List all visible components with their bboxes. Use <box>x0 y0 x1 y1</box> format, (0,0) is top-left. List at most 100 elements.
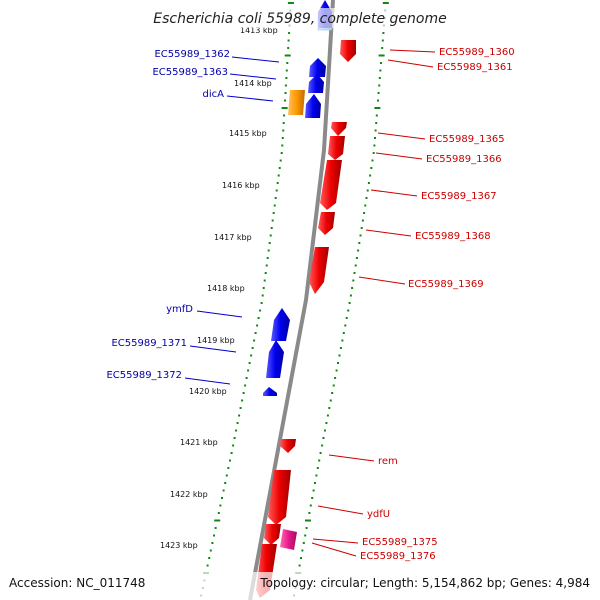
gene-EC55989_1367 <box>318 212 335 235</box>
outer-ring-dot <box>345 317 348 319</box>
special-genes <box>280 90 305 550</box>
inner-ring-dot <box>253 339 256 342</box>
outer-ring-dot <box>302 542 305 544</box>
inner-ring-dot <box>221 497 223 499</box>
inner-ring-dot <box>266 257 269 259</box>
outer-ring-dot <box>382 2 389 4</box>
gene-label-EC55989_1376: EC55989_1376 <box>360 551 436 562</box>
outer-ring-dot <box>347 309 350 312</box>
inner-ring-dot <box>286 62 289 64</box>
inner-ring-dot <box>285 77 288 79</box>
inner-ring-dot <box>282 129 285 132</box>
inner-ring-dot <box>262 287 265 289</box>
outer-ring-dot <box>304 534 307 537</box>
inner-ring-dot <box>271 219 274 222</box>
inner-ring-dot <box>248 362 251 364</box>
inner-ring-dot <box>284 84 287 87</box>
outer-ring-dot <box>331 392 334 394</box>
tick-label: 1423 kbp <box>160 541 198 550</box>
gene-ymfD <box>271 308 290 341</box>
outer-ring-dot <box>334 377 337 379</box>
gene-EC55989_1368 <box>309 247 329 294</box>
inner-ring-dot <box>287 47 290 49</box>
outer-ring-dot <box>325 422 328 424</box>
outer-ring-dot <box>366 189 369 192</box>
reverse-strand-genes <box>256 40 356 598</box>
inner-ring-dot <box>281 144 284 147</box>
inner-ring-dot <box>272 212 275 214</box>
inner-ring-dot <box>269 234 272 237</box>
outer-ring-dot <box>381 39 384 42</box>
inner-ring-dot <box>208 557 211 559</box>
scale-tick-labels: 1413 kbp 1414 kbp 1415 kbp 1416 kbp 1417… <box>160 26 278 550</box>
inner-ring-dot <box>267 249 270 252</box>
inner-ring-dot <box>245 377 248 379</box>
outer-ring-dot <box>337 362 339 364</box>
outer-ring-dot <box>319 452 322 454</box>
inner-ring-dot <box>285 69 288 72</box>
gene-EC55989_1366 <box>320 160 342 210</box>
tick-label: 1415 kbp <box>229 129 267 138</box>
outer-ring-dot <box>328 407 331 409</box>
gene-label-ymfD: ymfD <box>166 304 193 315</box>
gene-1364 <box>331 122 347 136</box>
outer-ring-dot <box>378 84 381 87</box>
outer-ring-dot <box>378 77 381 79</box>
inner-ring-dot <box>273 204 276 207</box>
dotted-rings <box>200 2 389 597</box>
tick-label: 1416 kbp <box>222 181 260 190</box>
outer-ring-dot <box>361 219 364 222</box>
gene-label-rem: rem <box>378 456 398 467</box>
inner-ring-dot <box>279 159 282 162</box>
inner-ring-dot <box>229 459 231 462</box>
outer-ring-dot <box>316 467 319 469</box>
inner-ring-dot <box>274 197 277 199</box>
outer-ring-dot <box>357 249 360 252</box>
outer-ring-dot <box>375 114 378 117</box>
inner-ring-dot <box>277 174 280 177</box>
outer-ring-dot <box>365 197 368 199</box>
inner-ring-dot <box>260 302 263 304</box>
genome-summary-text: Topology: circular; Length: 5,154,862 bp… <box>259 576 590 590</box>
inner-ring-dot <box>283 114 286 117</box>
outer-ring-dot <box>355 257 358 259</box>
label-leader-lines <box>184 49 436 557</box>
inner-ring-dot <box>233 437 236 439</box>
inner-ring-dot <box>259 309 262 312</box>
outer-ring-dot <box>321 444 324 447</box>
tick-label: 1420 kbp <box>189 387 227 396</box>
outer-ring-dot <box>335 369 338 372</box>
inner-ring-dot <box>214 519 221 522</box>
outer-ring-dot <box>371 159 374 162</box>
tick-label: 1421 kbp <box>180 438 218 447</box>
outer-ring-dot <box>358 242 361 244</box>
outer-ring-dot <box>305 527 308 529</box>
outer-ring-dot <box>372 152 375 154</box>
gene-EC55989_1363 <box>308 74 324 93</box>
gene-EC55989_1360 <box>340 40 356 62</box>
inner-ring-dot <box>276 182 279 184</box>
outer-ring-dot <box>377 92 380 94</box>
outer-ring-dot <box>324 429 326 432</box>
outer-ring-dot <box>351 287 354 289</box>
tick-label: 1413 kbp <box>240 26 278 35</box>
outer-ring-dot <box>375 122 378 124</box>
inner-ring-dot <box>241 399 244 402</box>
gene-orange <box>288 90 305 115</box>
outer-ring-dot <box>315 474 318 477</box>
outer-ring-dot <box>360 227 363 229</box>
outer-ring-dot <box>298 564 301 567</box>
gene-label-EC55989_1367: EC55989_1367 <box>421 191 497 202</box>
tick-label: 1417 kbp <box>214 233 252 242</box>
gene-EC55989_1372 <box>263 387 277 396</box>
gene-rem <box>280 439 296 453</box>
inner-ring-dot <box>278 167 281 169</box>
outer-ring-dot <box>359 234 362 237</box>
map-title: Escherichia coli 55989, complete genome <box>153 11 446 27</box>
inner-ring-dot <box>284 92 287 94</box>
outer-ring-dot <box>311 497 314 499</box>
outer-ring-dot <box>338 354 341 357</box>
inner-ring-dot <box>219 504 222 507</box>
gene-label-EC55989_1365: EC55989_1365 <box>429 134 505 145</box>
inner-ring-dot <box>247 369 250 372</box>
